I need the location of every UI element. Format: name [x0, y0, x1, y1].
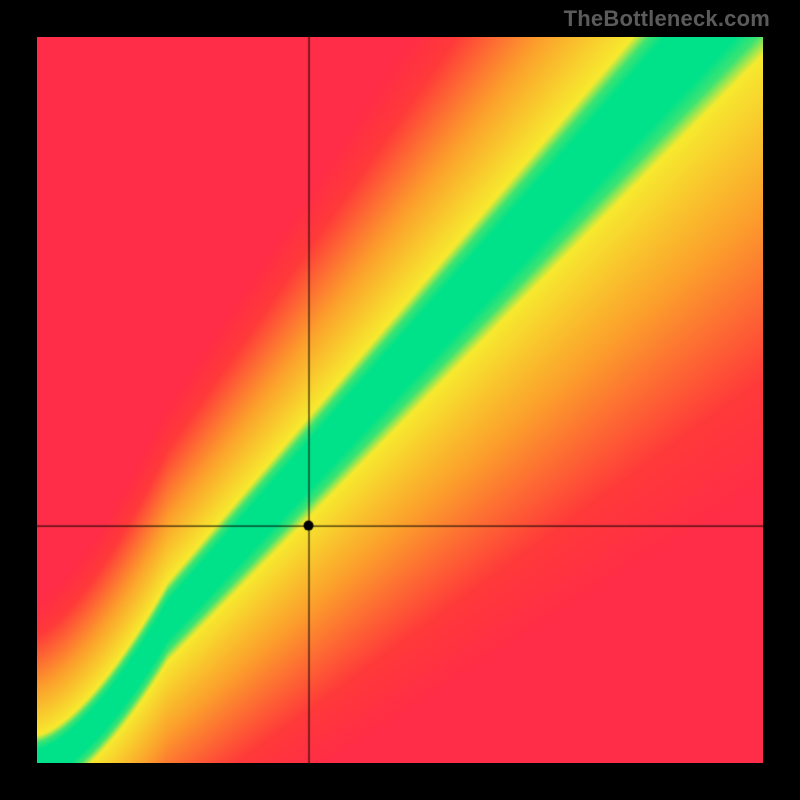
watermark-text: TheBottleneck.com: [564, 6, 770, 32]
plot-area: [37, 37, 763, 763]
chart-container: TheBottleneck.com: [0, 0, 800, 800]
bottleneck-heatmap: [37, 37, 763, 763]
